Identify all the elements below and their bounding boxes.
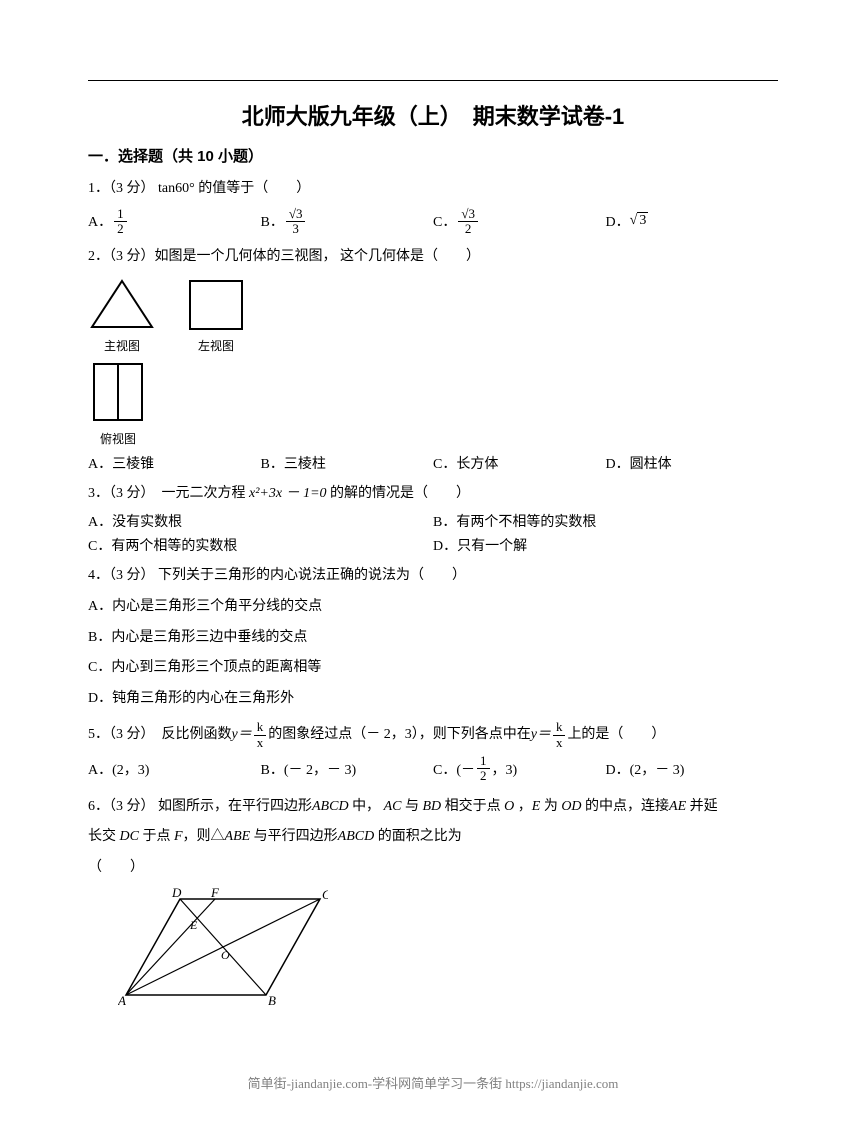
q3-choice-a: A．没有实数根 [88,511,433,531]
left-view: 左视图 [186,277,246,354]
q4-choice-d: D．钝角三角形的内心在三角形外 [88,686,778,713]
q1-choice-d: D． √3 [606,211,779,231]
q3-choice-d: D．只有一个解 [433,535,778,555]
q5-choice-a: A．(2，3) [88,759,261,779]
q3-choice-c: C．有两个相等的实数根 [88,535,433,555]
q4-choice-a: A．内心是三角形三个角平分线的交点 [88,594,778,621]
q4-choice-b: B．内心是三角形三边中垂线的交点 [88,625,778,652]
q1-b-label: B． [261,211,284,231]
square-icon [186,277,246,333]
three-views-row2: 俯视图 [88,360,778,447]
front-view: 主视图 [88,277,156,354]
q1-d-label: D． [606,211,630,231]
q6-line2: 长交 DC 于点 F，则△ABE 与平行四边形ABCD 的面积之比为 [88,824,778,851]
top-view: 俯视图 [88,360,148,447]
q3-stem: 3．（3 分） 一元二次方程 x²+3x － 1=0 的解的情况是（ ） [88,481,778,508]
vertex-f: F [210,887,220,900]
q1-choice-c: C． √3 2 [433,207,606,237]
sqrt-icon: √3 [630,213,649,229]
top-view-label: 俯视图 [88,430,148,447]
q1-c-label: C． [433,211,456,231]
q3-choices-row1: A．没有实数根 B．有两个不相等的实数根 [88,511,778,531]
parallelogram-figure: A B C D O E F [118,887,778,1012]
q1-choice-b: B． √3 3 [261,207,434,237]
q5-choice-d: D．(2，－ 3) [606,759,779,779]
page-title: 北师大版九年级（上） 期末数学试卷-1 [88,99,778,131]
q2-choice-c: C．长方体 [433,453,606,473]
triangle-icon [88,277,156,333]
fraction-icon: √3 3 [286,207,306,237]
fraction-icon: kx [553,720,566,750]
q5-choice-b: B．(－ 2，－ 3) [261,759,434,779]
parallelogram-icon: A B C D O E F [118,887,328,1007]
fraction-icon: √3 2 [458,207,478,237]
fraction-icon: 1 2 [477,754,490,784]
split-rectangle-icon [88,360,148,426]
vertex-b: B [268,993,276,1007]
q1-choices: A． 1 2 B． √3 3 C． √3 2 D． √3 [88,207,778,237]
q2-choice-b: B．三棱柱 [261,453,434,473]
q4-stem: 4．（3 分） 下列关于三角形的内心说法正确的说法为（ ） [88,563,778,590]
q5-choice-c: C．(－ 1 2 ，3) [433,754,606,784]
q1-a-label: A． [88,211,112,231]
q2-choices: A．三棱锥 B．三棱柱 C．长方体 D．圆柱体 [88,453,778,473]
page-footer: 简单街-jiandanjie.com-学科网简单学习一条街 https://ji… [0,1073,866,1092]
q3-equation: x²+3x － 1=0 [249,486,327,501]
front-view-label: 主视图 [88,337,156,354]
q6-line1: 6．（3 分） 如图所示，在平行四边形ABCD 中， AC 与 BD 相交于点 … [88,794,778,821]
fraction-icon: kx [254,720,267,750]
q3-choices-row2: C．有两个相等的实数根 D．只有一个解 [88,535,778,555]
left-view-label: 左视图 [186,337,246,354]
q5-stem: 5．（3 分） 反比例函数y＝kx的图象经过点（－ 2，3），则下列各点中在y＝… [88,720,778,750]
q3-choice-b: B．有两个不相等的实数根 [433,511,778,531]
vertex-c: C [322,887,328,902]
vertex-o: O [221,948,230,962]
vertex-a: A [118,993,126,1007]
fraction-icon: 1 2 [114,207,127,237]
q2-choice-a: A．三棱锥 [88,453,261,473]
q6-paren: （ ） [88,855,778,882]
q4-choice-c: C．内心到三角形三个顶点的距离相等 [88,655,778,682]
three-views-row1: 主视图 左视图 [88,277,778,354]
top-rule [88,80,778,81]
q1-stem: 1．（3 分） tan60° 的值等于（ ） [88,176,778,203]
q1-choice-a: A． 1 2 [88,207,261,237]
q2-choice-d: D．圆柱体 [606,453,779,473]
section-header: 一．选择题（共 10 小题） [88,145,778,166]
q5-choices: A．(2，3) B．(－ 2，－ 3) C．(－ 1 2 ，3) D．(2，－ … [88,754,778,784]
vertex-d: D [171,887,182,900]
vertex-e: E [189,918,198,932]
q2-stem: 2．（3 分）如图是一个几何体的三视图， 这个几何体是（ ） [88,244,778,271]
